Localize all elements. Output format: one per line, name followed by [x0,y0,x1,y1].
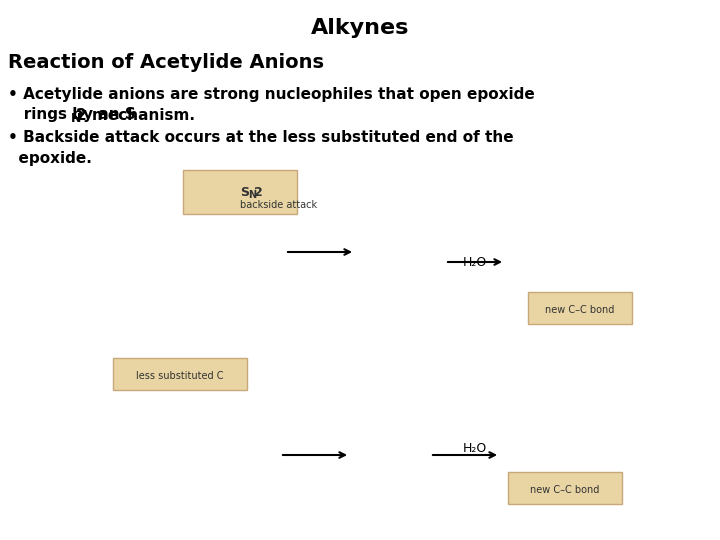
Text: 2 mechanism.: 2 mechanism. [76,107,195,123]
Text: epoxide.: epoxide. [8,151,92,165]
FancyBboxPatch shape [113,358,247,390]
Text: Reaction of Acetylide Anions: Reaction of Acetylide Anions [8,52,324,71]
Text: less substituted C: less substituted C [136,371,224,381]
Text: Alkynes: Alkynes [311,18,409,38]
Text: 2: 2 [254,186,263,199]
FancyBboxPatch shape [508,472,622,504]
Text: • Acetylide anions are strong nucleophiles that open epoxide: • Acetylide anions are strong nucleophil… [8,87,535,103]
Text: new C–C bond: new C–C bond [545,305,615,315]
Text: rings by an S: rings by an S [8,107,136,123]
FancyBboxPatch shape [183,170,297,214]
Text: • Backside attack occurs at the less substituted end of the: • Backside attack occurs at the less sub… [8,131,513,145]
Text: N: N [248,190,256,200]
Text: backside attack: backside attack [240,200,317,210]
Text: S: S [240,186,249,199]
Text: H₂O: H₂O [463,442,487,455]
Text: N: N [71,111,81,125]
FancyBboxPatch shape [528,292,632,324]
Text: new C–C bond: new C–C bond [531,485,600,495]
Text: H₂O: H₂O [463,255,487,268]
